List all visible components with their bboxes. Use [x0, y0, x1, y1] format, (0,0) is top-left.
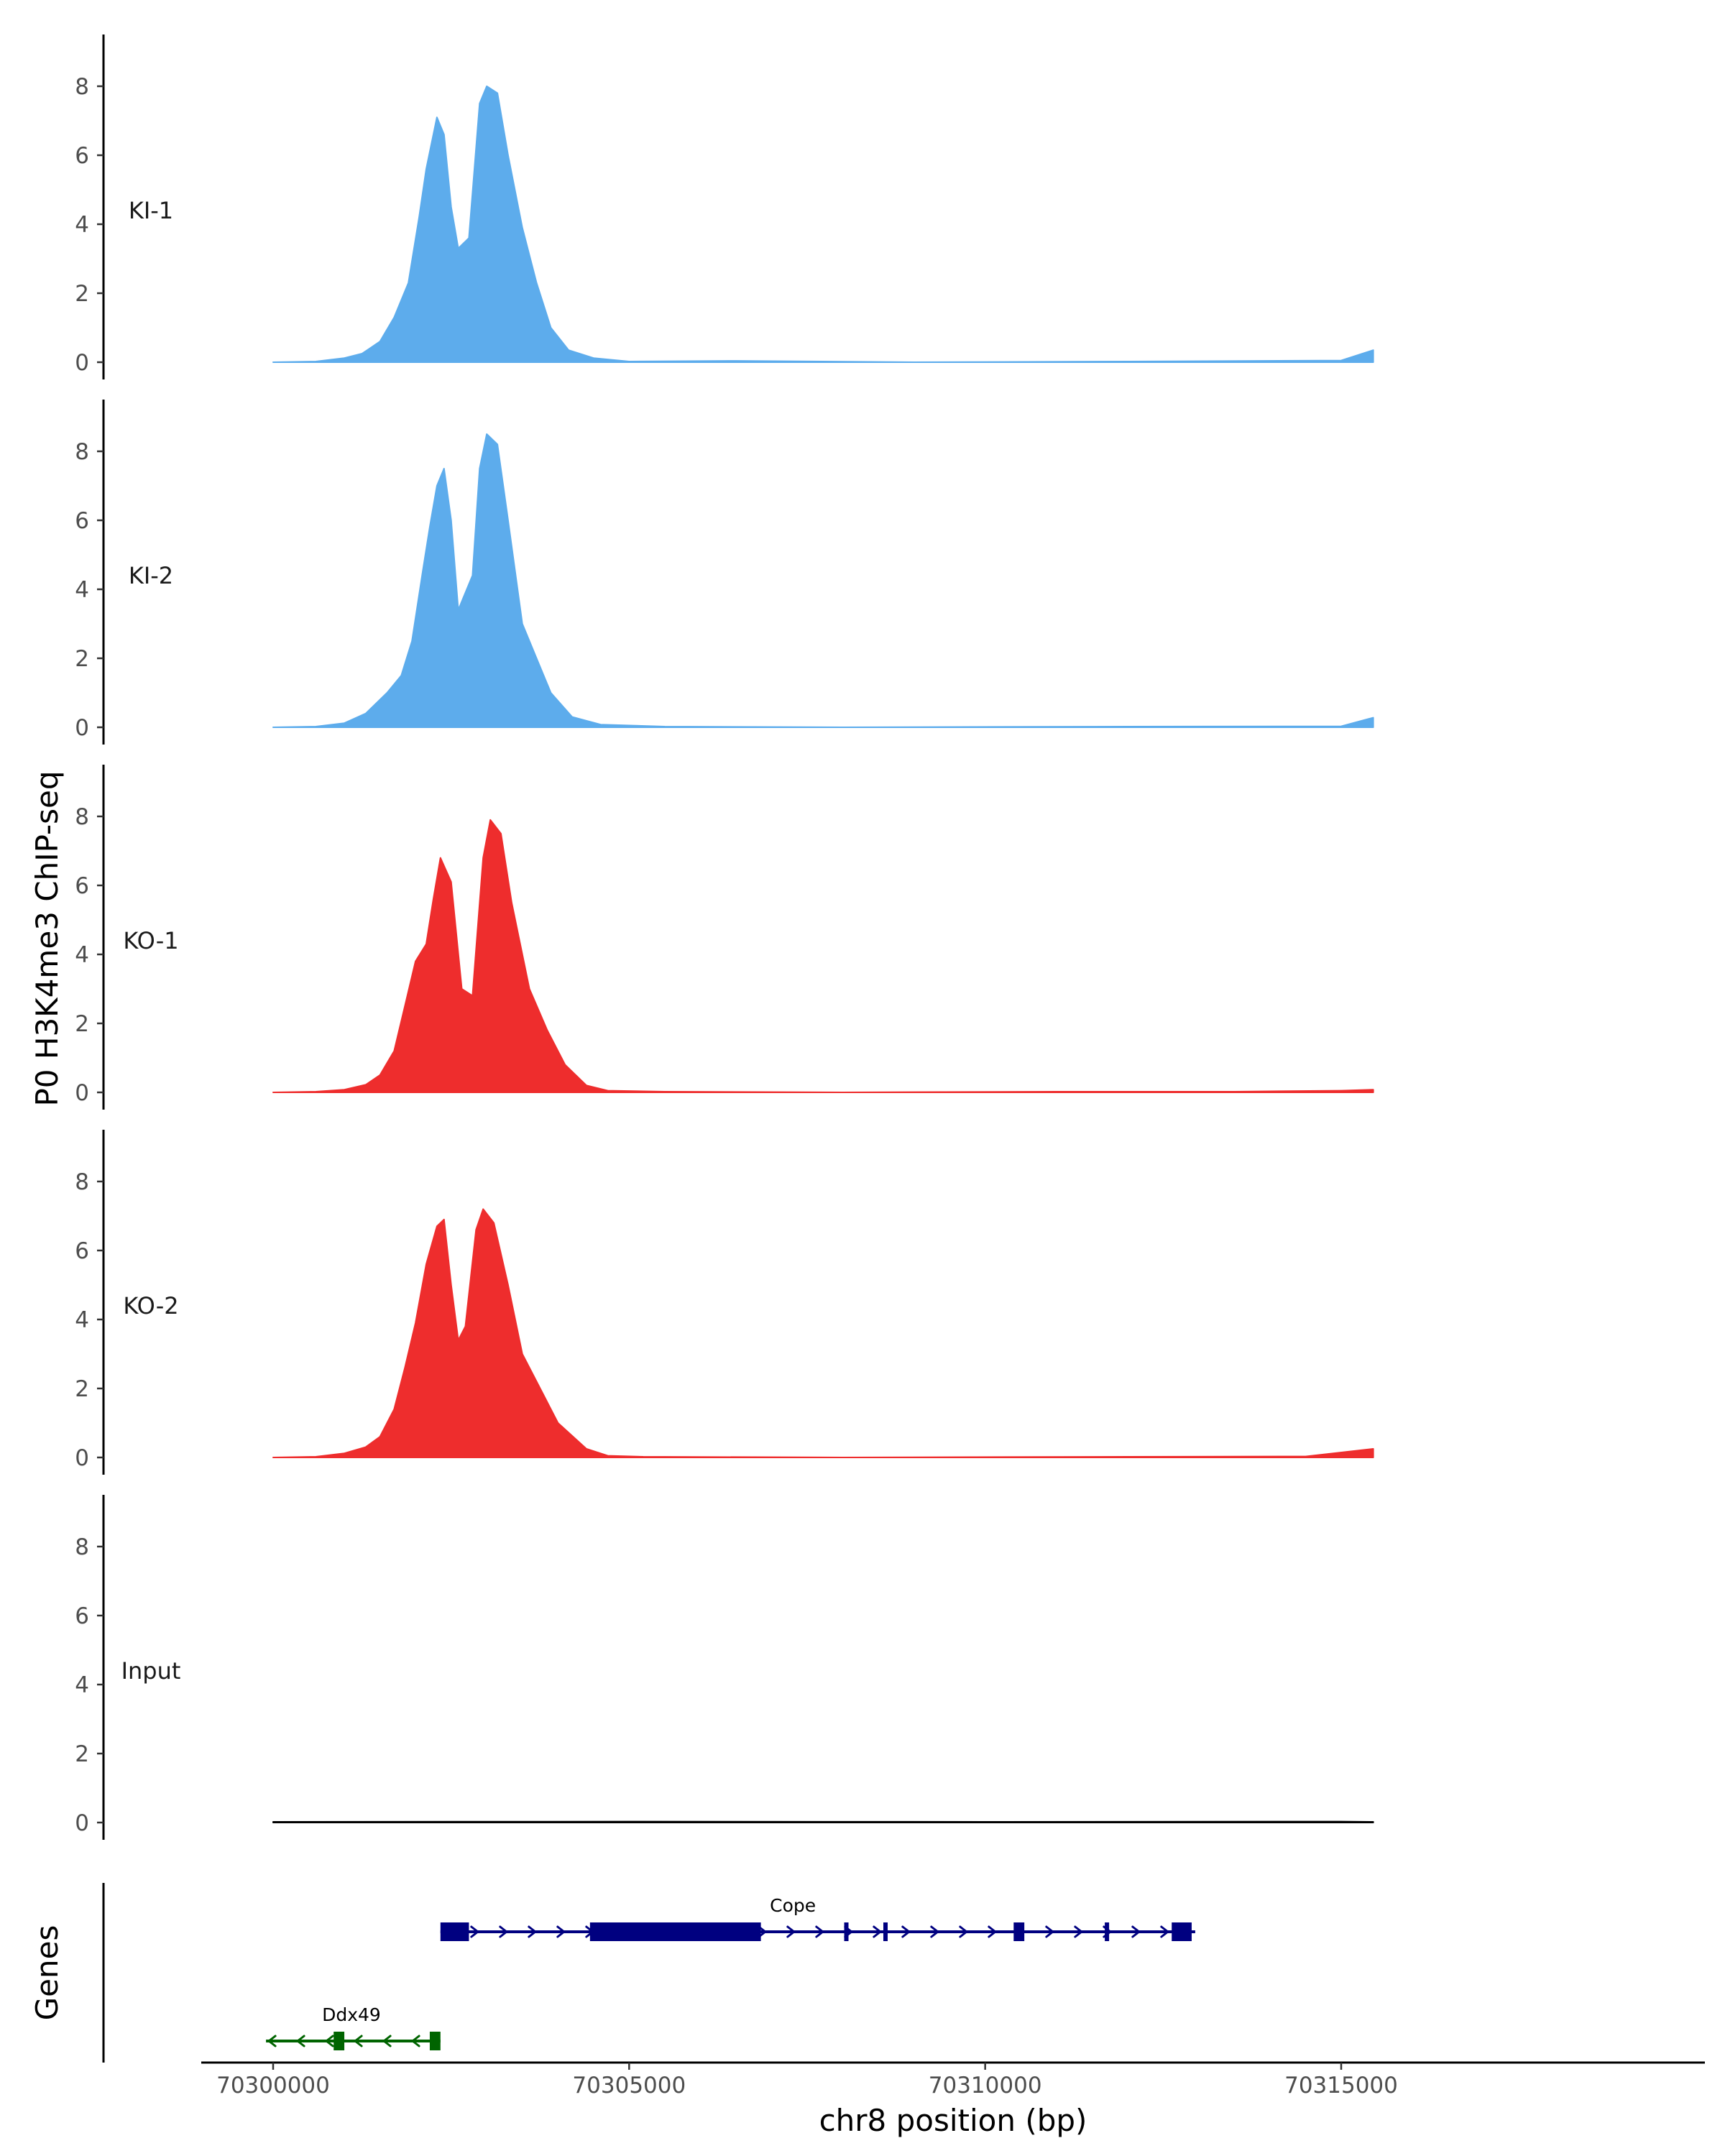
- strand-arrow: [411, 2035, 420, 2047]
- track-panels: 0 2 4 6 8 KI-1 0 2 4 6 8 KI-2 0 2 4 6 8 KO-1 0 2 4 6 8 KO-2 0 2 4 6…: [75, 34, 1374, 1840]
- y-tick-label: 4: [75, 1307, 89, 1333]
- y-tick-label: 8: [75, 439, 89, 465]
- y-tick-label: 2: [75, 281, 89, 307]
- genes-axis-title: Genes: [29, 1925, 65, 2021]
- y-tick-label: 4: [75, 1672, 89, 1698]
- signal-area-ko-1: [272, 819, 1374, 1093]
- track-panel-ki-1: 0 2 4 6 8 KI-1: [75, 34, 1374, 379]
- y-tick-label: 2: [75, 1376, 89, 1402]
- y-tick-label: 0: [75, 350, 89, 376]
- strand-arrow: [786, 1925, 796, 1938]
- x-axis: chr8 position (bp) 70300000 70305000 70310…: [201, 2061, 1705, 2138]
- strand-arrow: [296, 2035, 305, 2047]
- gene-exon: [1172, 1922, 1192, 1941]
- x-tick-label: 70305000: [572, 2073, 686, 2099]
- y-tick-label: 6: [75, 143, 89, 169]
- track-panel-input: 0 2 4 6 8 Input: [75, 1495, 1374, 1840]
- strand-arrow: [758, 1925, 767, 1938]
- strand-arrow: [470, 1925, 479, 1938]
- strand-arrow: [873, 1925, 882, 1938]
- track-label: Input: [121, 1657, 181, 1685]
- strand-arrow: [901, 1925, 911, 1938]
- strand-arrow: [267, 2035, 277, 2047]
- y-tick-label: 8: [75, 1534, 89, 1560]
- gene-exon: [1013, 1922, 1025, 1941]
- y-tick-label: 2: [75, 1741, 89, 1767]
- x-tick-label: 70310000: [929, 2073, 1042, 2099]
- y-tick-label: 0: [75, 1080, 89, 1106]
- strand-arrow: [930, 1925, 939, 1938]
- y-tick-label: 8: [75, 1169, 89, 1195]
- genes-panel: Genes Cope Ddx49: [29, 1883, 1195, 2063]
- y-tick-label: 6: [75, 1238, 89, 1264]
- track-panel-ki-2: 0 2 4 6 8 KI-2: [75, 400, 1374, 745]
- track-panel-ko-2: 0 2 4 6 8 KO-2: [75, 1130, 1374, 1475]
- y-tick-label: 0: [75, 1445, 89, 1471]
- signal-area-ki-2: [272, 433, 1374, 728]
- strand-arrow: [325, 2035, 334, 2047]
- strand-arrow: [1074, 1925, 1083, 1938]
- strand-arrow: [382, 2035, 392, 2047]
- gene-cope: Cope: [440, 1895, 1195, 1941]
- x-tick-label: 70300000: [216, 2073, 330, 2099]
- gene-exon: [883, 1922, 888, 1941]
- strand-arrow: [556, 1925, 566, 1938]
- track-label: KO-1: [123, 927, 178, 954]
- x-axis-title: chr8 position (bp): [819, 2103, 1087, 2138]
- strand-arrow: [815, 1925, 824, 1938]
- gene-exon: [440, 1922, 469, 1941]
- track-label: KI-1: [129, 197, 173, 224]
- y-axis-title: P0 H3K4me3 ChIP-seq: [29, 770, 65, 1106]
- signal-area-ki-1: [272, 86, 1374, 363]
- y-tick-label: 2: [75, 646, 89, 672]
- strand-arrow: [354, 2035, 363, 2047]
- strand-arrow: [528, 1925, 537, 1938]
- y-tick-label: 0: [75, 1810, 89, 1836]
- y-tick-label: 4: [75, 577, 89, 603]
- y-tick-label: 4: [75, 212, 89, 238]
- y-tick-label: 6: [75, 508, 89, 534]
- y-tick-label: 6: [75, 873, 89, 899]
- y-tick-label: 4: [75, 942, 89, 968]
- gene-exon: [1105, 1922, 1110, 1941]
- x-tick-label: 70315000: [1284, 2073, 1398, 2099]
- track-label: KO-2: [123, 1292, 178, 1319]
- track-panel-ko-1: 0 2 4 6 8 KO-1: [75, 765, 1374, 1110]
- y-tick-label: 2: [75, 1011, 89, 1037]
- y-tick-label: 8: [75, 804, 89, 830]
- signal-area-ko-2: [272, 1208, 1374, 1458]
- strand-arrow: [1160, 1925, 1169, 1938]
- strand-arrow: [988, 1925, 997, 1938]
- gene-ddx49: Ddx49: [266, 2004, 441, 2050]
- strand-arrow: [959, 1925, 968, 1938]
- strand-arrow: [1045, 1925, 1054, 1938]
- strand-arrow: [1131, 1925, 1141, 1938]
- gene-exon: [589, 1922, 761, 1941]
- track-label: KI-2: [129, 562, 173, 589]
- gene-exon: [334, 2032, 345, 2050]
- y-tick-label: 6: [75, 1603, 89, 1629]
- gene-label: Ddx49: [322, 2004, 381, 2025]
- signal-area-input: [272, 1820, 1374, 1823]
- strand-arrow: [499, 1925, 508, 1938]
- y-tick-label: 8: [75, 74, 89, 100]
- gene-exon: [429, 2032, 441, 2050]
- gene-exon: [844, 1922, 849, 1941]
- gene-label: Cope: [770, 1895, 816, 1916]
- y-tick-label: 0: [75, 715, 89, 741]
